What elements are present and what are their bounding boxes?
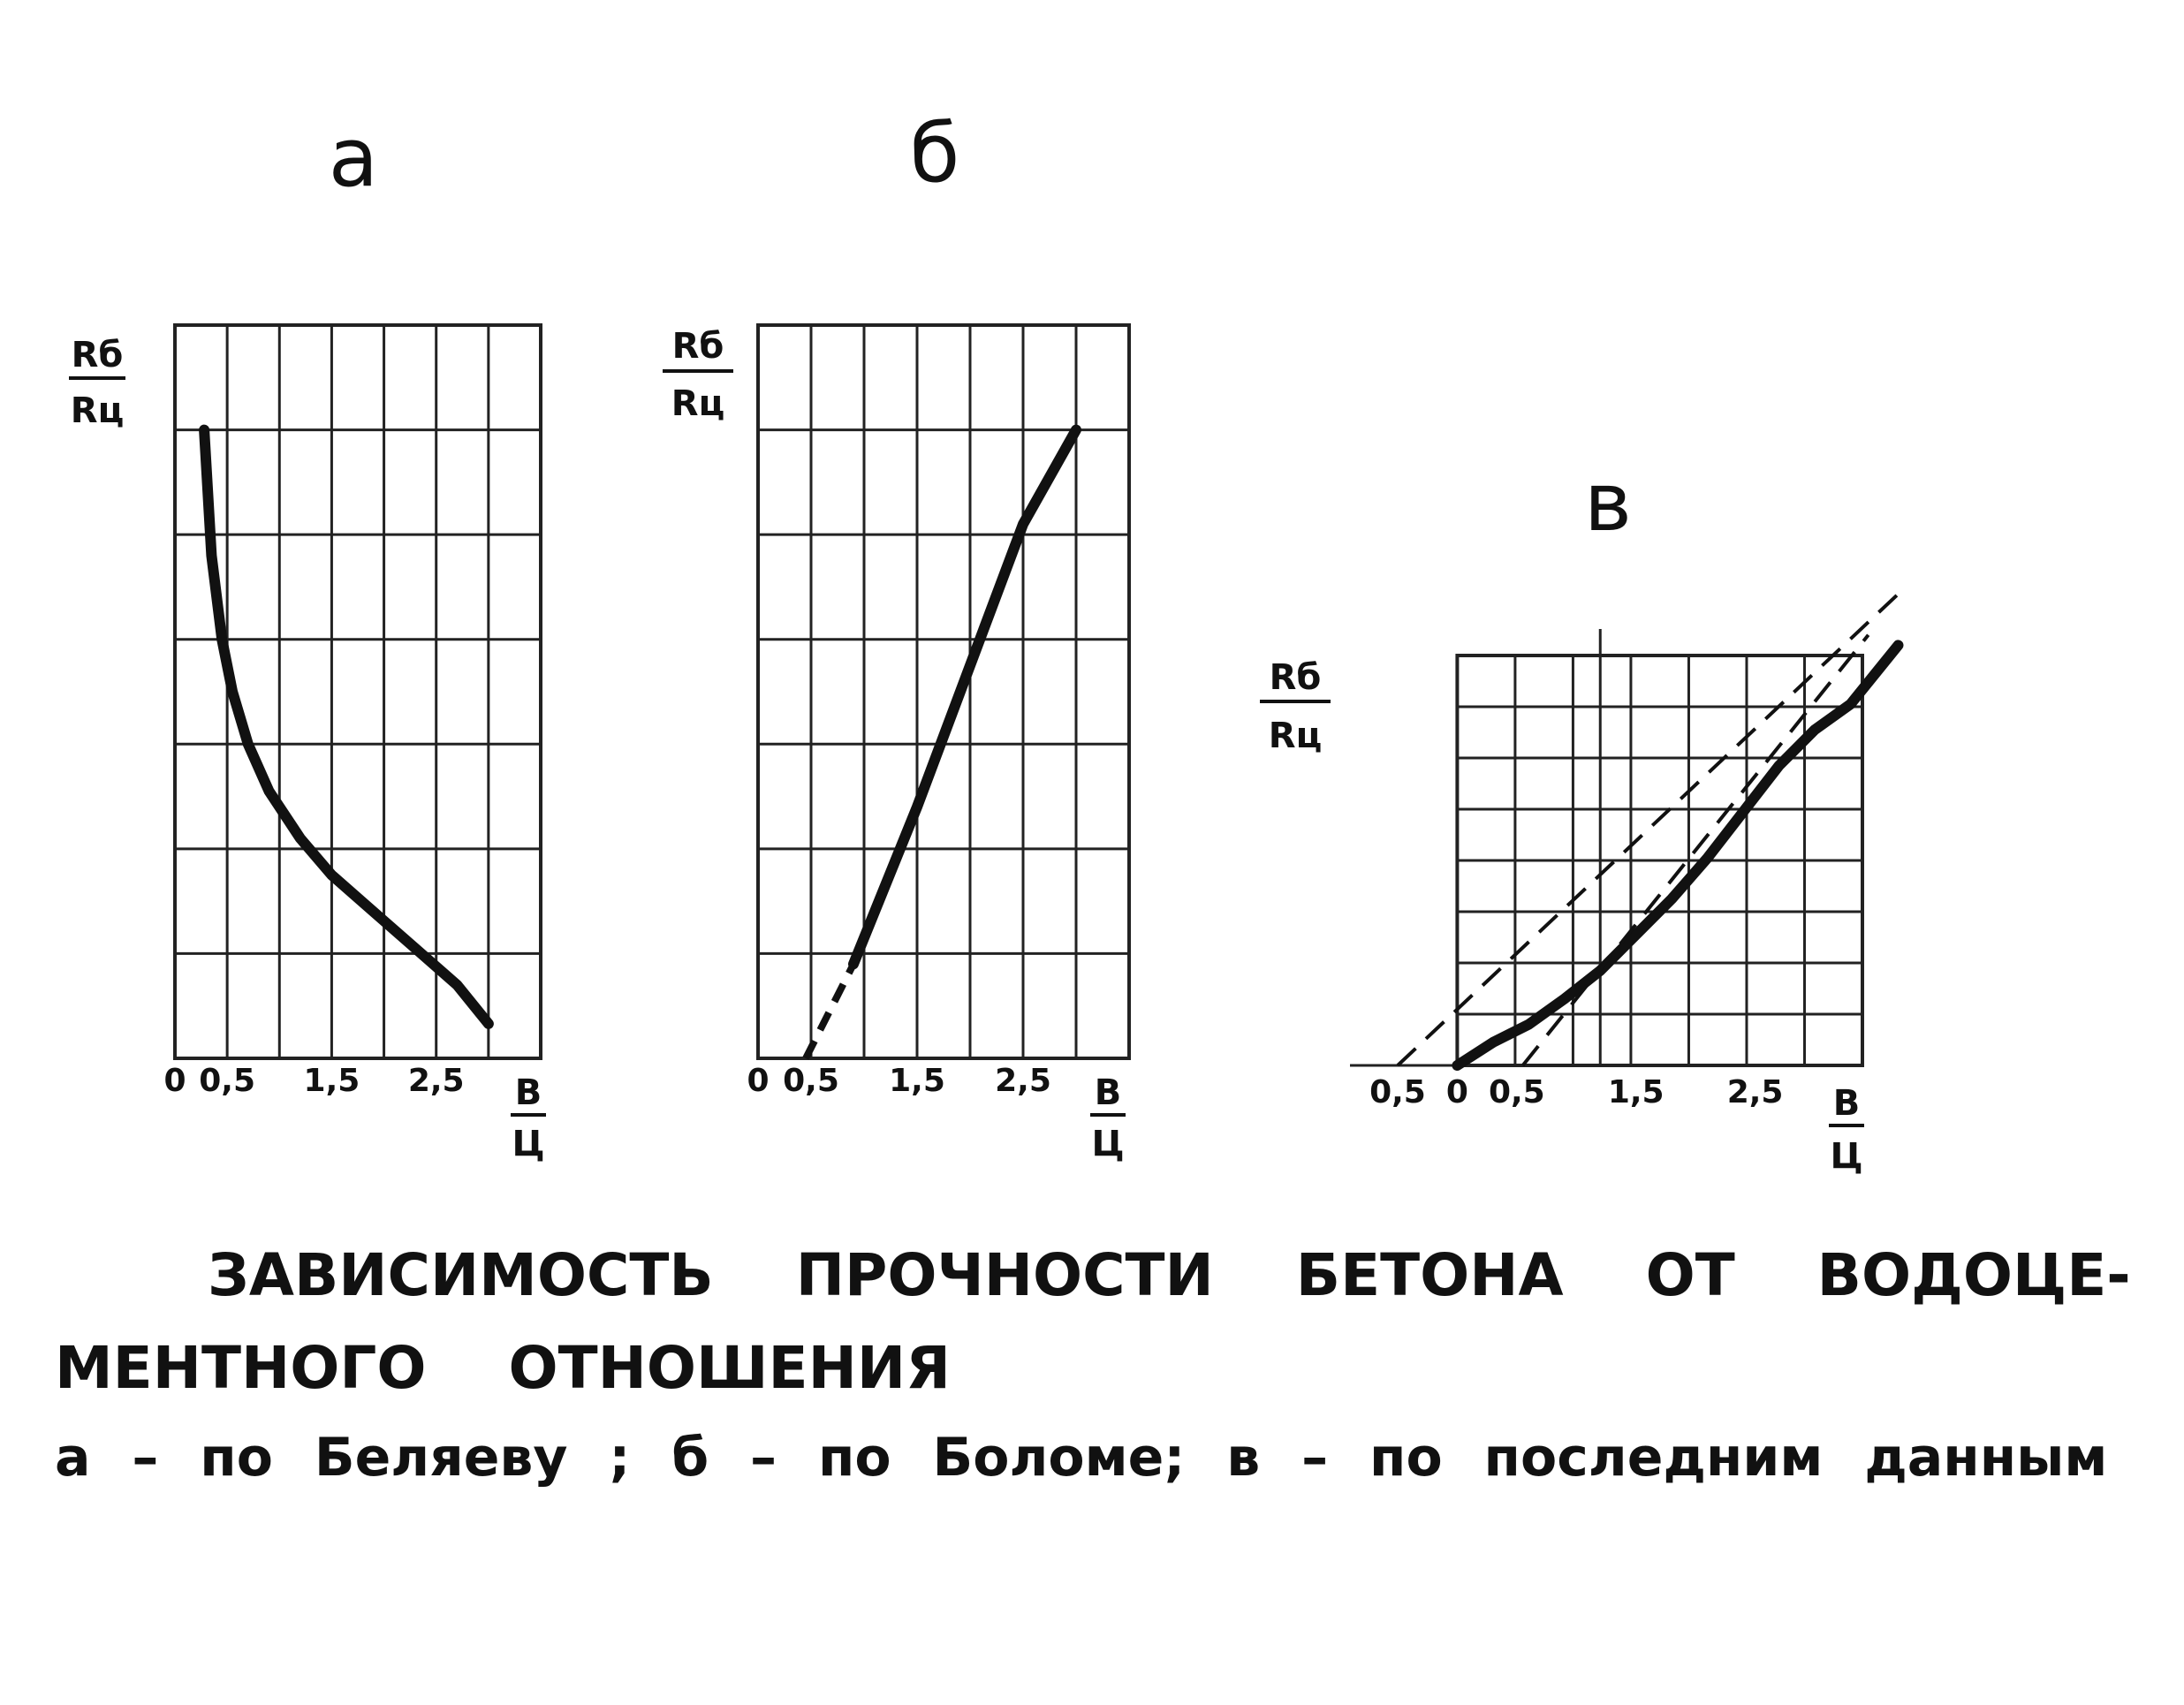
svg-text:В: В (515, 1072, 542, 1113)
x-tick-label: 0 (1446, 1074, 1468, 1110)
svg-text:Rб: Rб (1270, 657, 1322, 698)
plot-frame (173, 323, 542, 1060)
x-tick-label: 0,5 (1489, 1074, 1545, 1110)
x-tick-label: 0,5 (783, 1063, 839, 1099)
caption-title-line2: МЕНТНОГО ОТНОШЕНИЯ (55, 1334, 951, 1402)
svg-text:Rц: Rц (1269, 716, 1322, 756)
x-tick-label: 0,5 (1369, 1074, 1426, 1110)
panel-label-a: а (329, 110, 378, 205)
grid-c (1350, 629, 1865, 1067)
marks-b (802, 424, 1081, 1060)
caption-legend: а – по Беляеву ; б – по Боломе; в – по п… (55, 1427, 2108, 1489)
x-axis-label-c: В Ц (1829, 1083, 1864, 1177)
marks-c (1396, 592, 1904, 1071)
x-ticks-a: 0 0,5 1,5 2,5 (163, 1063, 464, 1099)
x-tick-label: 2,5 (1727, 1074, 1784, 1110)
x-tick-label: 0,5 (199, 1063, 255, 1099)
chart-panel-b: б Rб Rц 0 0,5 1,5 2,5 В Ц (663, 106, 1131, 1164)
x-tick-label: 1,5 (1608, 1074, 1665, 1110)
x-ticks-c: 0,5 0 0,5 1,5 2,5 (1369, 1074, 1783, 1110)
x-tick-label: 2,5 (408, 1063, 465, 1099)
x-tick-label: 0 (163, 1063, 186, 1099)
x-axis-label-b: В Ц (1090, 1072, 1126, 1164)
series-dashed-1 (1396, 592, 1900, 1067)
x-tick-label: 1,5 (889, 1063, 945, 1099)
grid-a (173, 323, 542, 1060)
y-axis-label-c: Rб Rц (1260, 657, 1331, 756)
y-axis-label-a: Rб Rц (69, 335, 125, 431)
y-label-numerator: Rб (72, 335, 124, 375)
y-axis-label-b: Rб Rц (663, 326, 733, 424)
x-tick-label: 0 (747, 1063, 769, 1099)
plot-frame (1455, 654, 1865, 1067)
svg-text:Rц: Rц (671, 383, 724, 424)
series-solid-0 (199, 424, 494, 1029)
svg-text:Ц: Ц (1091, 1124, 1124, 1164)
series-solid-0 (1452, 640, 1904, 1071)
svg-text:Ц: Ц (512, 1124, 544, 1164)
caption-title-line1: ЗАВИСИМОСТЬ ПРОЧНОСТИ БЕТОНА ОТ ВОДОЦЕ- (208, 1241, 2131, 1309)
svg-text:В: В (1833, 1083, 1861, 1124)
series-solid-1 (848, 424, 1081, 970)
series-dashed-0 (802, 962, 857, 1060)
series-dashed-2 (1521, 633, 1870, 1067)
x-ticks-b: 0 0,5 1,5 2,5 (747, 1063, 1050, 1099)
x-tick-label: 2,5 (995, 1063, 1051, 1099)
marks-a (199, 424, 494, 1029)
chart-panel-c: в Rб Rц 0,5 0 0,5 1,5 2,5 В Ц (1260, 455, 1904, 1177)
panel-label-c: в (1584, 455, 1632, 549)
chart-panel-a: а Rб Rц 0 0,5 1,5 2,5 В Ц (69, 110, 546, 1164)
y-label-denominator: Rц (71, 390, 124, 431)
x-tick-label: 1,5 (304, 1063, 360, 1099)
x-axis-label-a: В Ц (511, 1072, 546, 1164)
svg-text:Rб: Rб (672, 326, 724, 367)
svg-text:Ц: Ц (1830, 1136, 1862, 1177)
plot-frame (756, 323, 1131, 1060)
svg-text:В: В (1095, 1072, 1122, 1113)
panel-label-b: б (910, 106, 960, 201)
